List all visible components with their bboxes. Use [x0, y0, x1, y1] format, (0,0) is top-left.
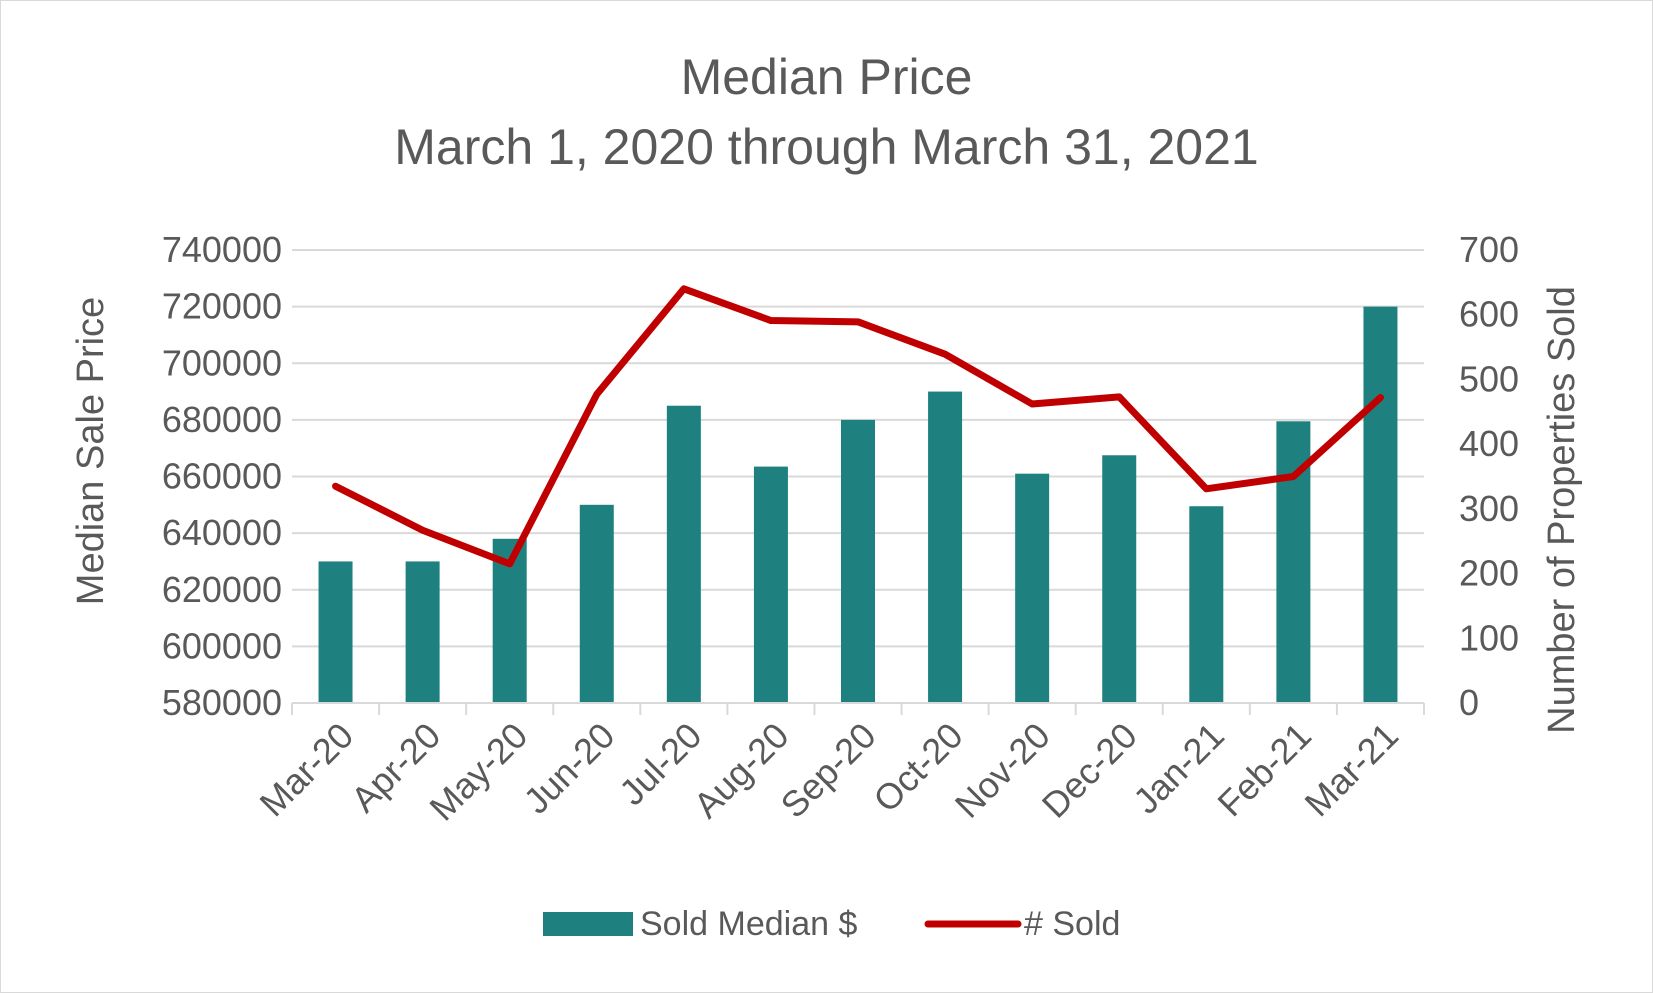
y2-tick-label: 100 [1459, 617, 1519, 658]
bar-Jan-21 [1189, 506, 1224, 703]
y-axis-left-ticks: 580000 600000 620000 640000 660000 680000 7000… [162, 229, 282, 723]
x-tick-label: May-20 [421, 715, 535, 829]
y2-tick-label: 200 [1459, 553, 1519, 594]
y-axis-right-ticks: 0 100 200 300 400 500 600 700 [1459, 229, 1519, 723]
y-tick-label: 660000 [162, 456, 282, 497]
y2-tick-label: 600 [1459, 294, 1519, 335]
x-tick-label: Jan-21 [1125, 715, 1232, 822]
bar-Mar-21 [1363, 306, 1398, 703]
bar-Dec-20 [1102, 455, 1137, 703]
line-series [332, 285, 1384, 568]
x-tick-label: Nov-20 [947, 715, 1058, 826]
bar-Oct-20 [928, 391, 963, 703]
y2-axis-title: Number of Properties Sold [1541, 286, 1583, 734]
y-axis-title: Median Sale Price [70, 297, 112, 605]
bar-Jul-20 [666, 405, 701, 703]
x-tick-label: Aug-20 [685, 715, 796, 826]
y-tick-label: 600000 [162, 625, 282, 666]
bar-Mar-20 [318, 561, 353, 703]
legend-label-bar: Sold Median $ [640, 905, 857, 943]
legend-label-line: # Sold [1024, 905, 1120, 943]
x-tick-label: Sep-20 [773, 715, 884, 826]
y2-tick-label: 700 [1459, 229, 1519, 270]
x-tick-label: Mar-21 [1296, 715, 1406, 825]
bar-Nov-20 [1015, 473, 1050, 703]
x-tick-label: Mar-20 [252, 715, 362, 825]
y-tick-label: 640000 [162, 512, 282, 553]
legend: Sold Median $ # Sold [543, 905, 1120, 943]
x-axis-ticks: Mar-20Apr-20May-20Jun-20Jul-20Aug-20Sep-… [252, 715, 1407, 829]
y-tick-label: 700000 [162, 342, 282, 383]
bar-Aug-20 [753, 466, 788, 703]
x-tick-label: Dec-20 [1034, 715, 1145, 826]
bar-Apr-20 [405, 561, 440, 703]
y2-tick-label: 400 [1459, 423, 1519, 464]
x-tick-label: Feb-21 [1209, 715, 1319, 825]
sold-count-line [332, 285, 1384, 568]
x-tick-label: Jun-20 [516, 715, 623, 822]
chart-title: Median Price [680, 49, 973, 105]
y-tick-label: 740000 [162, 229, 282, 270]
y-tick-label: 580000 [162, 682, 282, 723]
bar-series [318, 306, 1398, 703]
y2-tick-label: 0 [1459, 682, 1479, 723]
y2-tick-label: 300 [1459, 488, 1519, 529]
y-tick-label: 620000 [162, 569, 282, 610]
legend-swatch-bar [543, 912, 633, 936]
y2-tick-label: 500 [1459, 358, 1519, 399]
y-tick-label: 680000 [162, 399, 282, 440]
y-tick-label: 720000 [162, 286, 282, 327]
x-axis [291, 702, 1425, 715]
bar-Sep-20 [841, 419, 875, 703]
chart-subtitle: March 1, 2020 through March 31, 2021 [394, 119, 1259, 175]
bar-Jun-20 [579, 504, 614, 703]
